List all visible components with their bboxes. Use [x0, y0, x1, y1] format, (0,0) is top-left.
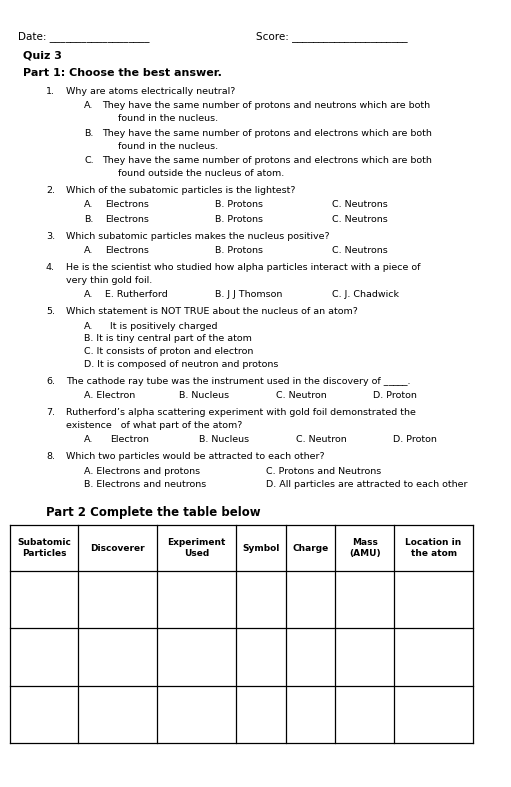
Text: found in the nucleus.: found in the nucleus.	[118, 114, 218, 124]
Text: C. Neutrons: C. Neutrons	[332, 246, 388, 255]
Text: A. Electron: A. Electron	[84, 391, 135, 401]
Text: found outside the nucleus of atom.: found outside the nucleus of atom.	[118, 169, 284, 178]
Text: The cathode ray tube was the instrument used in the discovery of _____.: The cathode ray tube was the instrument …	[66, 377, 411, 386]
Text: A.: A.	[84, 290, 94, 299]
Text: Score: ______________________: Score: ______________________	[256, 31, 407, 42]
Text: Date: ___________________: Date: ___________________	[18, 31, 149, 42]
Text: B. Nucleus: B. Nucleus	[199, 435, 249, 445]
Text: D. Proton: D. Proton	[373, 391, 417, 401]
Text: C. Protons and Neutrons: C. Protons and Neutrons	[266, 467, 381, 475]
Text: C. J. Chadwick: C. J. Chadwick	[332, 290, 399, 299]
Text: Which of the subatomic particles is the lightest?: Which of the subatomic particles is the …	[66, 186, 296, 194]
Text: Quiz 3: Quiz 3	[23, 50, 62, 61]
Text: B.: B.	[84, 215, 94, 224]
Text: They have the same number of protons and electrons which are both: They have the same number of protons and…	[102, 156, 432, 165]
Text: It is positively charged: It is positively charged	[110, 322, 217, 331]
Text: E. Rutherford: E. Rutherford	[105, 290, 168, 299]
Text: Location in
the atom: Location in the atom	[405, 538, 462, 558]
Text: Mass
(AMU): Mass (AMU)	[349, 538, 380, 558]
Text: C.: C.	[84, 156, 94, 165]
Text: 7.: 7.	[46, 408, 55, 417]
Text: very thin gold foil.: very thin gold foil.	[66, 275, 153, 285]
Text: Which subatomic particles makes the nucleus positive?: Which subatomic particles makes the nucl…	[66, 231, 330, 241]
Text: D. All particles are attracted to each other: D. All particles are attracted to each o…	[266, 480, 467, 489]
Text: 2.: 2.	[46, 186, 55, 194]
Text: Subatomic
Particles: Subatomic Particles	[17, 538, 71, 558]
Text: found in the nucleus.: found in the nucleus.	[118, 142, 218, 150]
Text: D. It is composed of neutron and protons: D. It is composed of neutron and protons	[84, 360, 278, 369]
Text: C. Neutrons: C. Neutrons	[332, 200, 388, 209]
Text: D. Proton: D. Proton	[393, 435, 437, 445]
Text: B. Protons: B. Protons	[215, 246, 263, 255]
Text: B. Protons: B. Protons	[215, 215, 263, 224]
Text: 3.: 3.	[46, 231, 55, 241]
Text: A.: A.	[84, 246, 94, 255]
Text: B. Nucleus: B. Nucleus	[179, 391, 229, 401]
Text: C. Neutron: C. Neutron	[296, 435, 347, 445]
Text: Why are atoms electrically neutral?: Why are atoms electrically neutral?	[66, 87, 236, 96]
Text: Electrons: Electrons	[105, 246, 149, 255]
Text: B. Protons: B. Protons	[215, 200, 263, 209]
Text: 8.: 8.	[46, 452, 55, 461]
Text: B. Electrons and neutrons: B. Electrons and neutrons	[84, 480, 206, 489]
Text: 5.: 5.	[46, 307, 55, 316]
Text: Electron: Electron	[110, 435, 149, 445]
Text: They have the same number of protons and neutrons which are both: They have the same number of protons and…	[102, 102, 430, 110]
Text: C. Neutron: C. Neutron	[276, 391, 327, 401]
Text: 1.: 1.	[46, 87, 55, 96]
Text: B.: B.	[84, 129, 94, 138]
Text: They have the same number of protons and electrons which are both: They have the same number of protons and…	[102, 129, 432, 138]
Text: Charge: Charge	[292, 544, 329, 552]
Text: C. Neutrons: C. Neutrons	[332, 215, 388, 224]
Text: Part 2 Complete the table below: Part 2 Complete the table below	[46, 506, 261, 519]
Text: Electrons: Electrons	[105, 200, 149, 209]
Text: Discoverer: Discoverer	[90, 544, 145, 552]
Text: Symbol: Symbol	[242, 544, 280, 552]
Text: Which statement is NOT TRUE about the nucleus of an atom?: Which statement is NOT TRUE about the nu…	[66, 307, 358, 316]
Text: A.: A.	[84, 102, 94, 110]
Text: Rutherford’s alpha scattering experiment with gold foil demonstrated the: Rutherford’s alpha scattering experiment…	[66, 408, 416, 417]
Text: A. Electrons and protons: A. Electrons and protons	[84, 467, 200, 475]
Text: 4.: 4.	[46, 263, 55, 272]
Text: B. It is tiny central part of the atom: B. It is tiny central part of the atom	[84, 334, 252, 343]
Text: Which two particles would be attracted to each other?: Which two particles would be attracted t…	[66, 452, 325, 461]
Text: Experiment
Used: Experiment Used	[167, 538, 226, 558]
Text: C. It consists of proton and electron: C. It consists of proton and electron	[84, 347, 253, 357]
Text: A.: A.	[84, 200, 94, 209]
Text: He is the scientist who studied how alpha particles interact with a piece of: He is the scientist who studied how alph…	[66, 263, 421, 272]
Text: A.: A.	[84, 322, 94, 331]
Text: existence   of what part of the atom?: existence of what part of the atom?	[66, 421, 243, 430]
Text: B. J J Thomson: B. J J Thomson	[215, 290, 282, 299]
Text: A.: A.	[84, 435, 94, 445]
Text: Electrons: Electrons	[105, 215, 149, 224]
Text: Part 1: Choose the best answer.: Part 1: Choose the best answer.	[23, 68, 222, 78]
Text: 6.: 6.	[46, 377, 55, 386]
